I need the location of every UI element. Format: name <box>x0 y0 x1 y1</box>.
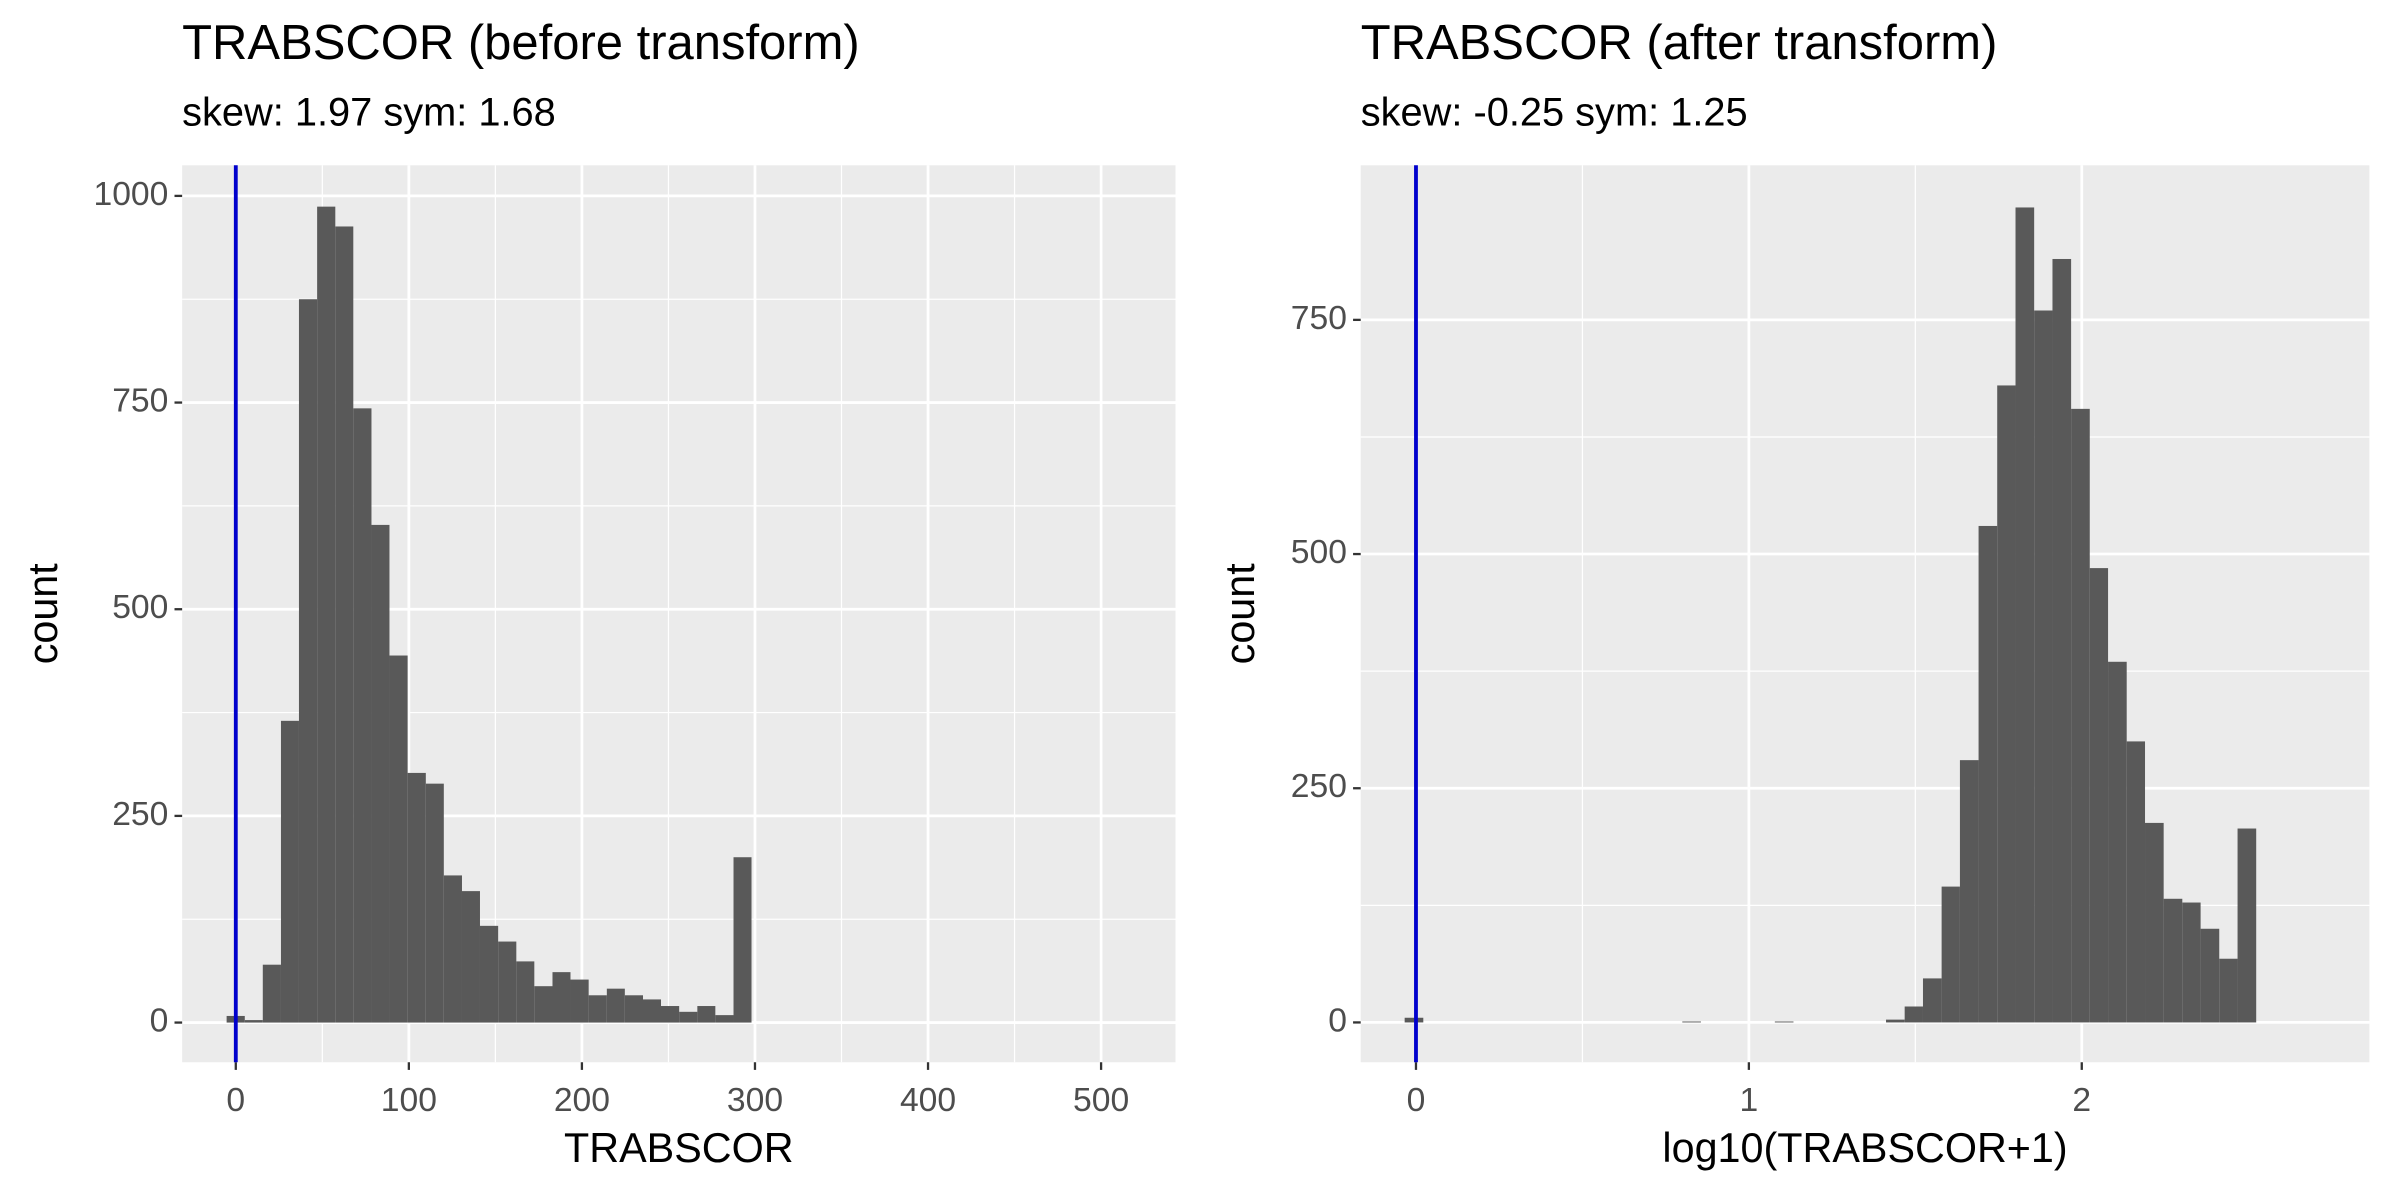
bar <box>1904 1006 1923 1023</box>
bar <box>1682 1021 1701 1023</box>
bar <box>2126 741 2146 1023</box>
bar <box>461 891 480 1023</box>
y-tick-label: 0 <box>150 1002 169 1039</box>
bar <box>2071 408 2090 1023</box>
x-tick-label: 0 <box>1407 1082 1426 1119</box>
bar <box>2200 928 2220 1023</box>
y-tick-label: 250 <box>1291 768 1347 805</box>
bar <box>2182 902 2201 1023</box>
bar <box>1959 760 1979 1023</box>
x-tick-label: 1 <box>1740 1082 1759 1119</box>
bar <box>407 772 426 1023</box>
bar <box>389 655 408 1023</box>
bar <box>2015 207 2035 1023</box>
bar <box>1922 978 1942 1023</box>
bar <box>570 979 589 1023</box>
bar <box>479 925 499 1023</box>
y-tick-label: 0 <box>1328 1002 1347 1039</box>
bar <box>2219 958 2238 1023</box>
bar <box>552 972 571 1023</box>
bar <box>2034 310 2053 1023</box>
bar <box>588 995 607 1023</box>
bar <box>1404 1017 1424 1023</box>
bar <box>425 783 444 1023</box>
y-tick-label: 750 <box>112 382 168 419</box>
bar <box>715 1015 734 1023</box>
x-tick-label: 500 <box>1073 1082 1129 1119</box>
y-tick-label: 1000 <box>93 176 168 213</box>
x-tick-label: 300 <box>727 1082 783 1119</box>
y-axis-title: count <box>1217 563 1263 665</box>
bar <box>280 720 299 1023</box>
bar <box>516 961 535 1023</box>
bar <box>1997 385 2016 1023</box>
bar <box>2237 828 2257 1023</box>
bar <box>643 999 662 1023</box>
x-tick-label: 0 <box>226 1082 245 1119</box>
bar <box>371 524 390 1023</box>
chart-title: TRABSCOR (after transform) <box>1361 16 1998 70</box>
y-tick-label: 750 <box>1291 300 1347 337</box>
x-tick-label: 100 <box>381 1082 437 1119</box>
bar <box>262 964 281 1023</box>
x-axis-title: TRABSCOR <box>564 1125 794 1171</box>
bar <box>2052 258 2072 1023</box>
bar <box>1774 1021 1794 1023</box>
bar <box>335 226 354 1023</box>
bar <box>2145 822 2164 1023</box>
chart-subtitle: skew: 1.97 sym: 1.68 <box>182 90 556 134</box>
bar <box>679 1011 698 1023</box>
y-tick-label: 500 <box>112 589 168 626</box>
chart-subtitle: skew: -0.25 sym: 1.25 <box>1361 90 1748 134</box>
panel <box>1360 165 2370 1063</box>
bar <box>244 1020 263 1023</box>
bar <box>1886 1019 1905 1023</box>
bar <box>353 408 372 1023</box>
chart-title: TRABSCOR (before transform) <box>182 16 860 70</box>
bar <box>1978 525 1998 1023</box>
bar <box>661 1006 680 1023</box>
bar <box>2089 568 2109 1023</box>
bar <box>443 875 462 1023</box>
bar <box>298 299 318 1023</box>
bar <box>624 995 644 1023</box>
bar <box>606 988 625 1023</box>
y-tick-label: 500 <box>1291 534 1347 571</box>
x-axis-title: log10(TRABSCOR+1) <box>1662 1125 2067 1171</box>
bar <box>733 857 752 1023</box>
bar <box>317 206 336 1023</box>
bar <box>534 986 553 1023</box>
x-tick-label: 2 <box>2072 1082 2091 1119</box>
x-tick-label: 400 <box>900 1082 956 1119</box>
y-tick-label: 250 <box>112 796 168 833</box>
bar <box>697 1006 716 1023</box>
x-tick-label: 200 <box>554 1082 610 1119</box>
y-axis-title: count <box>20 563 66 665</box>
bar <box>1941 886 1960 1023</box>
bar <box>2163 898 2183 1023</box>
bar <box>2108 661 2127 1023</box>
bar <box>498 941 517 1023</box>
